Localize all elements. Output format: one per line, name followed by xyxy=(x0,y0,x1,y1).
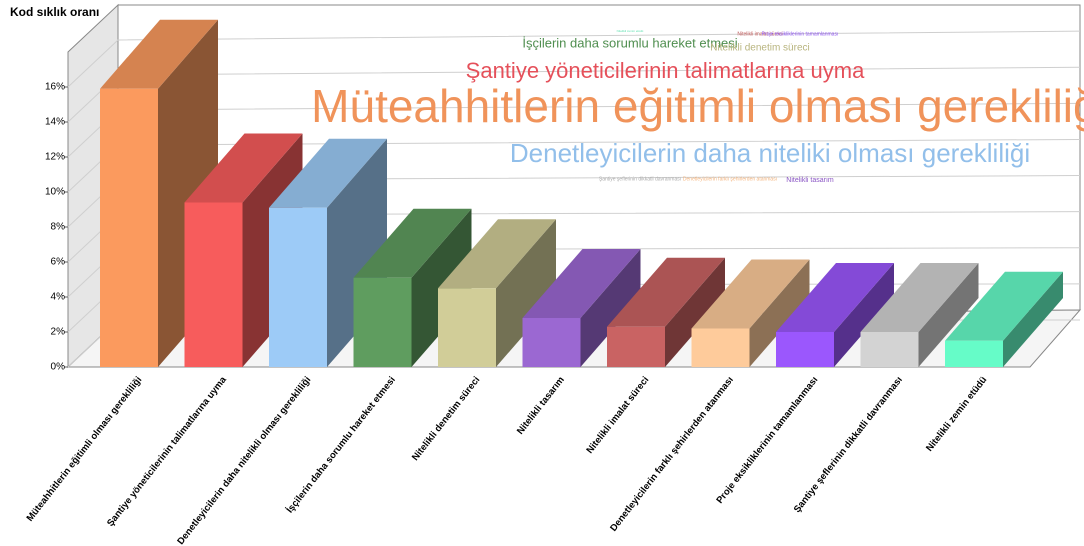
bar-side xyxy=(918,263,979,367)
x-tick-label: Proje eksikliklerinin tamamlanması xyxy=(714,375,820,506)
y-tick-label: 16% xyxy=(45,82,65,93)
y-tick-label: 0% xyxy=(51,362,66,373)
bar-front xyxy=(691,328,750,367)
bar-front xyxy=(438,288,496,367)
word-cloud-term: Nitelikli denetim süreci xyxy=(710,43,809,54)
bar-top xyxy=(438,219,556,289)
bar-side xyxy=(749,259,810,367)
bar-top xyxy=(100,19,218,89)
word-cloud-term: Nitelikli zemin etüdü xyxy=(617,29,644,33)
word-cloud-term: Denetleyicilerin daha niteliki olması ge… xyxy=(510,138,1030,168)
bar-front xyxy=(100,88,158,367)
y-tick-label: 6% xyxy=(51,257,66,268)
bar xyxy=(438,219,556,367)
x-tick-label: Denetleyicilerin daha nitelikli olması g… xyxy=(175,375,313,546)
bar-front xyxy=(184,202,243,367)
word-cloud-term: Denetleyicilerin farklı şehirlerden atan… xyxy=(683,176,777,182)
bar xyxy=(860,263,979,367)
bar-side xyxy=(665,257,725,367)
y-tick-label: 12% xyxy=(45,152,65,163)
y-tick-label: 4% xyxy=(51,292,66,303)
bar xyxy=(100,19,218,367)
y-tick-label: 14% xyxy=(45,117,65,128)
word-cloud-term: Proje eksikliklerinin tamamlanması xyxy=(762,31,839,37)
y-axis-title: Kod sıklık oranı xyxy=(10,5,99,19)
bar-side xyxy=(834,263,894,367)
y-tick-label: 8% xyxy=(51,222,66,233)
bar-front xyxy=(945,340,1003,367)
bar xyxy=(776,263,894,367)
bar-front xyxy=(776,332,834,367)
bar-front xyxy=(522,318,581,367)
bar-top xyxy=(353,208,472,278)
x-tick-label: Nitelikli imalat süreci xyxy=(584,375,651,456)
bar-top xyxy=(184,133,303,203)
bar-front xyxy=(269,207,327,367)
bar-top xyxy=(776,263,894,332)
bar-top xyxy=(945,271,1063,341)
bar-top xyxy=(522,249,641,318)
bar xyxy=(522,249,641,367)
bar xyxy=(945,271,1063,367)
word-cloud-term: Şantiye şeflerinin dikkatli davranması xyxy=(599,176,681,182)
x-tick-label: Nitelikli denetim süreci xyxy=(410,375,482,463)
bar-top xyxy=(269,138,387,208)
y-tick-label: 2% xyxy=(51,327,66,338)
x-tick-label: Nitelikli zemin etüdü xyxy=(924,374,989,453)
word-cloud-term: Nitelikli tasarım xyxy=(786,177,834,184)
word-cloud-term: Şantiye yöneticilerinin talimatlarına uy… xyxy=(466,58,865,83)
x-tick-label: Nitelikli tasarım xyxy=(515,375,567,437)
word-cloud-term: Nitelikli imalat süreci xyxy=(737,31,782,37)
bar xyxy=(607,257,725,367)
bar-side xyxy=(580,249,641,367)
bar-side xyxy=(496,219,556,367)
word-cloud-term: İşçilerin daha sorumlu hareket etmesi xyxy=(522,35,737,50)
bar-front xyxy=(860,332,919,367)
bar-top xyxy=(691,259,810,329)
y-tick-label: 10% xyxy=(45,187,65,198)
bar-side xyxy=(1003,271,1063,367)
bar-top xyxy=(607,257,725,327)
grid-line xyxy=(67,30,1081,88)
bar-front xyxy=(607,326,665,367)
word-cloud-term: Müteahhitlerin eğitimli olması gereklili… xyxy=(311,80,1084,132)
bar-top xyxy=(860,263,979,332)
bar-front xyxy=(353,277,412,367)
bar xyxy=(691,259,810,367)
